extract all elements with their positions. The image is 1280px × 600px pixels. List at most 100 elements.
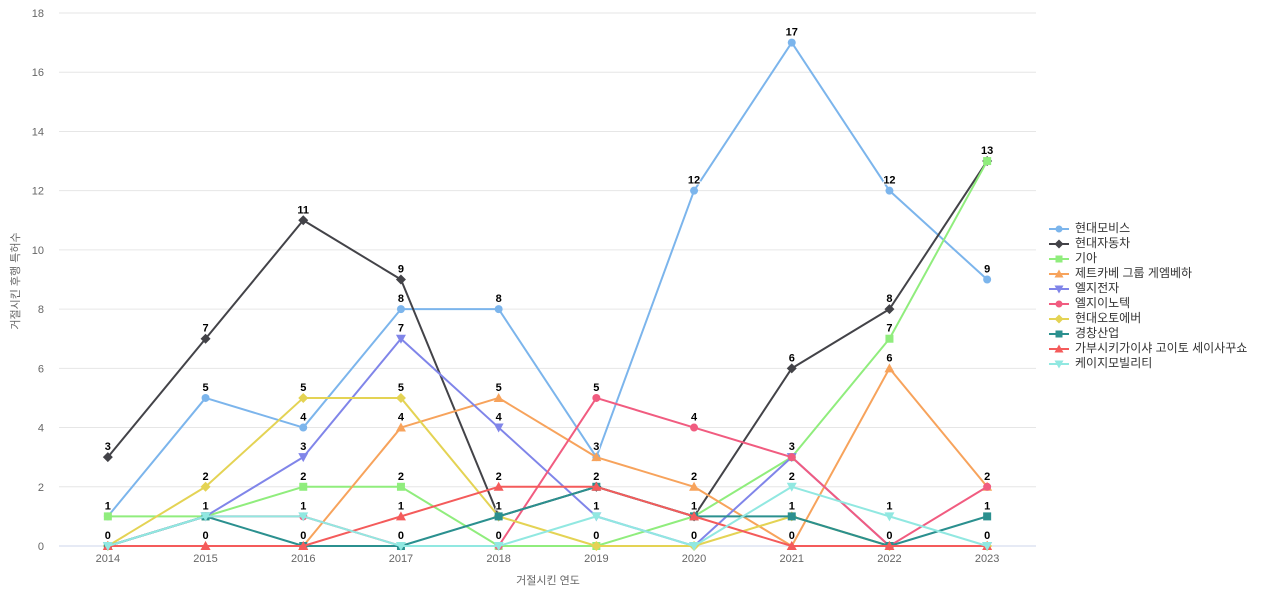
series-7-point-2019[interactable]: [591, 541, 602, 551]
series-3-point-2023[interactable]: [983, 157, 992, 166]
series-9-point-2021[interactable]: [786, 541, 797, 550]
data-label: 7: [398, 323, 404, 335]
series-1-point-2016[interactable]: [299, 423, 308, 432]
series-10-point-2014[interactable]: [102, 542, 113, 551]
series-10-point-2017[interactable]: [395, 542, 406, 551]
x-tick-label-2018: 2018: [486, 553, 510, 565]
series-10-point-2023[interactable]: [982, 542, 993, 551]
x-tick-label-2016: 2016: [291, 553, 315, 565]
series-3-point-2017[interactable]: [396, 482, 405, 491]
series-7-point-2016[interactable]: [298, 392, 309, 403]
series-5-point-2016[interactable]: [298, 453, 309, 463]
series-1-point-2018[interactable]: [494, 305, 503, 314]
series-8-point-2018[interactable]: [494, 512, 503, 521]
data-label: 2: [398, 471, 404, 483]
series-4-point-2020[interactable]: [689, 481, 700, 491]
series-6-point-2023[interactable]: [983, 482, 992, 491]
data-label: 2: [202, 471, 208, 483]
data-label: 6: [789, 352, 795, 364]
series-3-point-2014[interactable]: [103, 512, 112, 521]
legend-item-label: 현대모비스: [1075, 221, 1131, 235]
series-2-point-2022[interactable]: [884, 304, 895, 315]
legend-item-10[interactable]: 케이지모빌리티: [1048, 356, 1247, 371]
series-8-point-2023[interactable]: [983, 512, 992, 521]
x-tick-label-2014: 2014: [96, 553, 120, 565]
legend-item-7[interactable]: 현대오토에버: [1048, 311, 1247, 326]
data-label: 9: [398, 264, 404, 276]
data-label: 13: [981, 145, 993, 157]
series-2-point-2017[interactable]: [395, 274, 406, 285]
series-3-point-2016[interactable]: [299, 482, 308, 491]
series-4-point-2022[interactable]: [884, 363, 895, 373]
series-1-point-2020[interactable]: [690, 186, 699, 195]
series-1-point-2023[interactable]: [983, 275, 992, 284]
series-9-point-2018[interactable]: [493, 481, 504, 491]
series-1-point-2017[interactable]: [396, 305, 405, 314]
legend-marker-icon: [1049, 255, 1069, 262]
series-line-9: [106, 485, 989, 547]
data-label: 1: [300, 500, 306, 512]
series-3-point-2022[interactable]: [885, 334, 894, 343]
legend-marker-icon: [1049, 239, 1069, 248]
series-10-point-2016[interactable]: [298, 512, 309, 522]
x-tick-label-2022: 2022: [877, 553, 901, 565]
series-1-point-2015[interactable]: [201, 393, 210, 402]
series-9-point-2016[interactable]: [298, 541, 309, 550]
series-9-point-2019[interactable]: [591, 481, 602, 491]
legend-item-6[interactable]: 엘지이노텍: [1048, 296, 1247, 311]
series-9-point-2017[interactable]: [395, 511, 406, 521]
legend-item-label: 엘지전자: [1075, 281, 1120, 295]
series-7-point-2017[interactable]: [395, 392, 406, 403]
series-2-point-2021[interactable]: [786, 363, 797, 374]
series-10-point-2019[interactable]: [591, 512, 602, 522]
series-9-point-2020[interactable]: [689, 511, 700, 521]
series-6-point-2020[interactable]: [690, 423, 699, 432]
data-label: 1: [496, 500, 502, 512]
legend-item-1[interactable]: 현대모비스: [1048, 221, 1247, 236]
data-label: 5: [202, 382, 208, 394]
data-label: 1: [593, 500, 599, 512]
data-label: 3: [300, 441, 306, 453]
series-4-point-2018[interactable]: [493, 392, 504, 402]
series-4-point-2017[interactable]: [395, 422, 406, 432]
series-9-point-2022[interactable]: [884, 541, 895, 550]
series-10-point-2021[interactable]: [786, 482, 797, 492]
data-label: 1: [886, 500, 892, 512]
series-10-point-2022[interactable]: [884, 512, 895, 522]
data-label: 5: [593, 382, 599, 394]
series-2-point-2015[interactable]: [200, 333, 211, 344]
series-10-point-2015[interactable]: [200, 512, 211, 522]
y-tick-label: 8: [38, 304, 44, 316]
series-1-point-2022[interactable]: [885, 186, 894, 195]
legend-item-2[interactable]: 현대자동차: [1048, 236, 1247, 251]
legend-item-3[interactable]: 기아: [1048, 251, 1247, 266]
data-label: 0: [984, 530, 990, 542]
legend-marker-icon: [1049, 360, 1069, 368]
legend-marker-icon: [1049, 330, 1069, 337]
series-6-point-2019[interactable]: [592, 393, 601, 402]
y-tick-label: 12: [32, 186, 44, 198]
series-9-point-2015[interactable]: [200, 541, 211, 550]
legend-item-8[interactable]: 경창산업: [1048, 326, 1247, 341]
data-label: 0: [105, 530, 111, 542]
series-5-point-2017[interactable]: [395, 334, 406, 344]
data-label: 7: [886, 323, 892, 335]
series-1-point-2021[interactable]: [787, 38, 796, 47]
series-2-point-2016[interactable]: [298, 215, 309, 226]
series-10-point-2018[interactable]: [493, 542, 504, 551]
series-2-point-2014[interactable]: [102, 452, 113, 463]
series-10-point-2020[interactable]: [689, 542, 700, 551]
series-8-point-2021[interactable]: [787, 512, 796, 521]
legend-item-9[interactable]: 가부시키가이샤 고이토 세이사꾸쇼: [1048, 341, 1247, 356]
series-7-point-2015[interactable]: [200, 481, 211, 492]
x-tick-label-2021: 2021: [780, 553, 804, 565]
x-tick-label-2017: 2017: [389, 553, 413, 565]
y-tick-label: 10: [32, 245, 44, 257]
data-label: 6: [886, 352, 892, 364]
legend-item-5[interactable]: 엘지전자: [1048, 281, 1247, 296]
series-6-point-2021[interactable]: [787, 453, 796, 462]
legend-item-4[interactable]: 제트카베 그룹 게엠베하: [1048, 266, 1247, 281]
series-5-point-2018[interactable]: [493, 423, 504, 433]
y-tick-label: 4: [38, 423, 44, 435]
series-4-point-2019[interactable]: [591, 452, 602, 462]
